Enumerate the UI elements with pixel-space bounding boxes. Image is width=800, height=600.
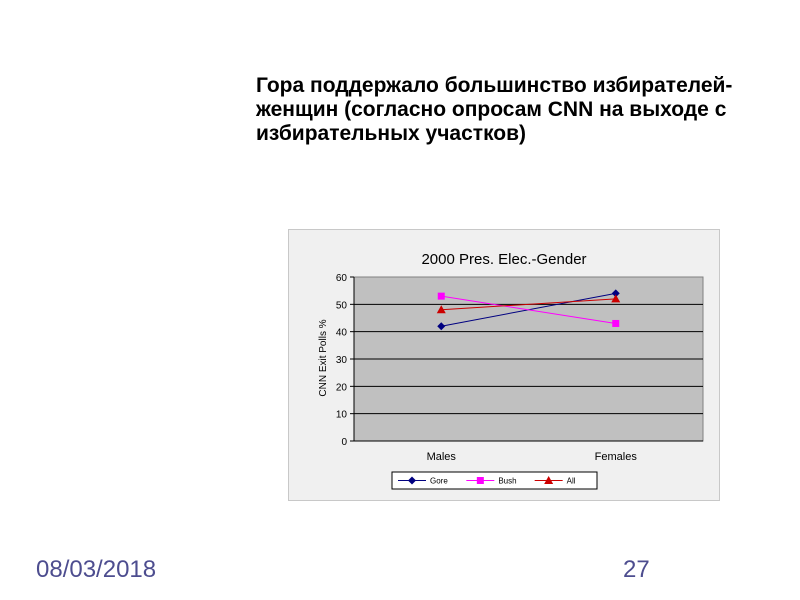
legend-marker-gore — [408, 476, 416, 485]
data-point-bush — [612, 319, 620, 327]
series-line-all — [441, 298, 616, 311]
y-tick-label: 0 — [341, 437, 347, 448]
data-point-gore — [437, 322, 446, 331]
legend-marker-bush — [476, 477, 484, 484]
y-tick-label: 60 — [336, 273, 348, 284]
y-tick-label: 50 — [336, 300, 348, 311]
legend-label-all: All — [567, 477, 576, 486]
y-tick-label: 10 — [336, 410, 348, 421]
y-tick-label: 40 — [336, 328, 348, 339]
y-tick-label: 20 — [336, 382, 348, 393]
headline-line-2: женщин (согласно опросам CNN на выходе с — [256, 98, 727, 121]
series-line-bush — [441, 295, 616, 324]
slide-date: 08/03/2018 — [36, 556, 157, 583]
chart-frame: 2000 Pres. Elec.-Gender CNN Exit Polls %… — [288, 229, 720, 501]
legend-label-bush: Bush — [498, 477, 516, 486]
x-tick-label: Females — [595, 451, 638, 463]
plot-area: 0 10 20 30 40 50 60 Males Females Gore Bush All — [336, 273, 704, 490]
legend-box — [391, 471, 598, 490]
legend-label-gore: Gore — [430, 477, 448, 486]
headline-line-3: избирательных участков) — [256, 122, 527, 145]
page-number: 27 — [623, 556, 650, 583]
slide-headline: Гора поддержало большинство избирателей-… — [256, 74, 776, 146]
chart-title: 2000 Pres. Elec.-Gender — [421, 251, 586, 268]
line-chart: 2000 Pres. Elec.-Gender CNN Exit Polls %… — [318, 251, 704, 490]
legend-marker-all — [544, 476, 554, 484]
data-point-all — [611, 294, 621, 303]
y-axis-label: CNN Exit Polls % — [318, 319, 329, 396]
data-point-all — [436, 305, 446, 314]
data-point-gore — [611, 289, 620, 298]
data-point-bush — [437, 292, 445, 300]
headline-line-1: Гора поддержало большинство избирателей- — [256, 74, 733, 97]
y-tick-label: 30 — [336, 355, 348, 366]
x-tick-label: Males — [427, 451, 457, 463]
